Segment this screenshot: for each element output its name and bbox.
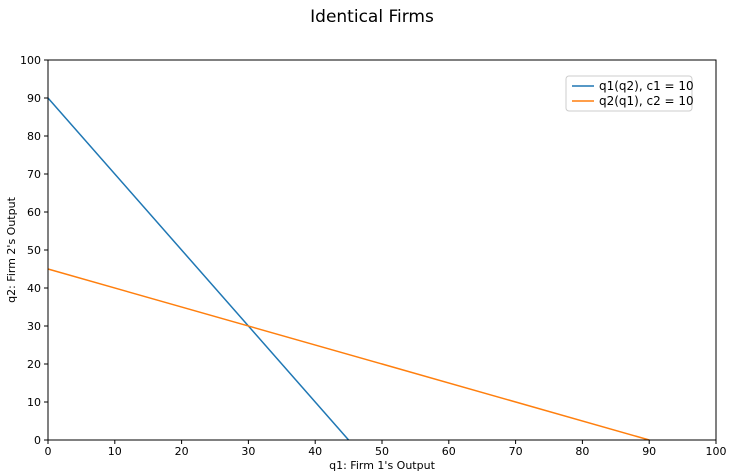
x-tick-label: 50 (375, 445, 389, 458)
x-tick-label: 80 (575, 445, 589, 458)
y-tick-label: 80 (27, 130, 41, 143)
y-tick-label: 20 (27, 358, 41, 371)
x-tick-label: 20 (175, 445, 189, 458)
x-tick-label: 70 (509, 445, 523, 458)
y-axis: 0 10 20 30 40 50 60 70 80 90 100 (20, 54, 48, 447)
y-tick-label: 100 (20, 54, 41, 67)
y-tick-label: 40 (27, 282, 41, 295)
x-tick-label: 90 (642, 445, 656, 458)
x-tick-label: 100 (706, 445, 727, 458)
x-axis-label: q1: Firm 1's Output (329, 459, 435, 472)
y-axis-label: q2: Firm 2's Output (5, 196, 18, 302)
series-line-2 (47, 268, 650, 441)
legend-box (565, 75, 693, 112)
y-tick-label: 50 (27, 244, 41, 257)
x-tick-label: 0 (45, 445, 52, 458)
series-line-1 (47, 97, 350, 441)
x-tick-label: 60 (442, 445, 456, 458)
x-tick-label: 30 (241, 445, 255, 458)
x-axis: 0 10 20 30 40 50 60 70 80 90 100 (45, 440, 727, 458)
legend-label-q2: q2(q1), c2 = 10 (599, 94, 694, 108)
y-tick-label: 10 (27, 396, 41, 409)
chart-title: Identical Firms (310, 7, 434, 27)
plot-area (48, 60, 716, 440)
x-tick-label: 10 (108, 445, 122, 458)
legend: q1(q2), c1 = 10 q2(q1), c2 = 10 (565, 75, 694, 112)
series-layer (47, 97, 650, 441)
y-tick-label: 70 (27, 168, 41, 181)
legend-label-q1: q1(q2), c1 = 10 (599, 79, 694, 93)
y-tick-label: 60 (27, 206, 41, 219)
x-tick-label: 40 (308, 445, 322, 458)
y-tick-label: 90 (27, 92, 41, 105)
y-tick-label: 0 (34, 434, 41, 447)
y-tick-label: 30 (27, 320, 41, 333)
